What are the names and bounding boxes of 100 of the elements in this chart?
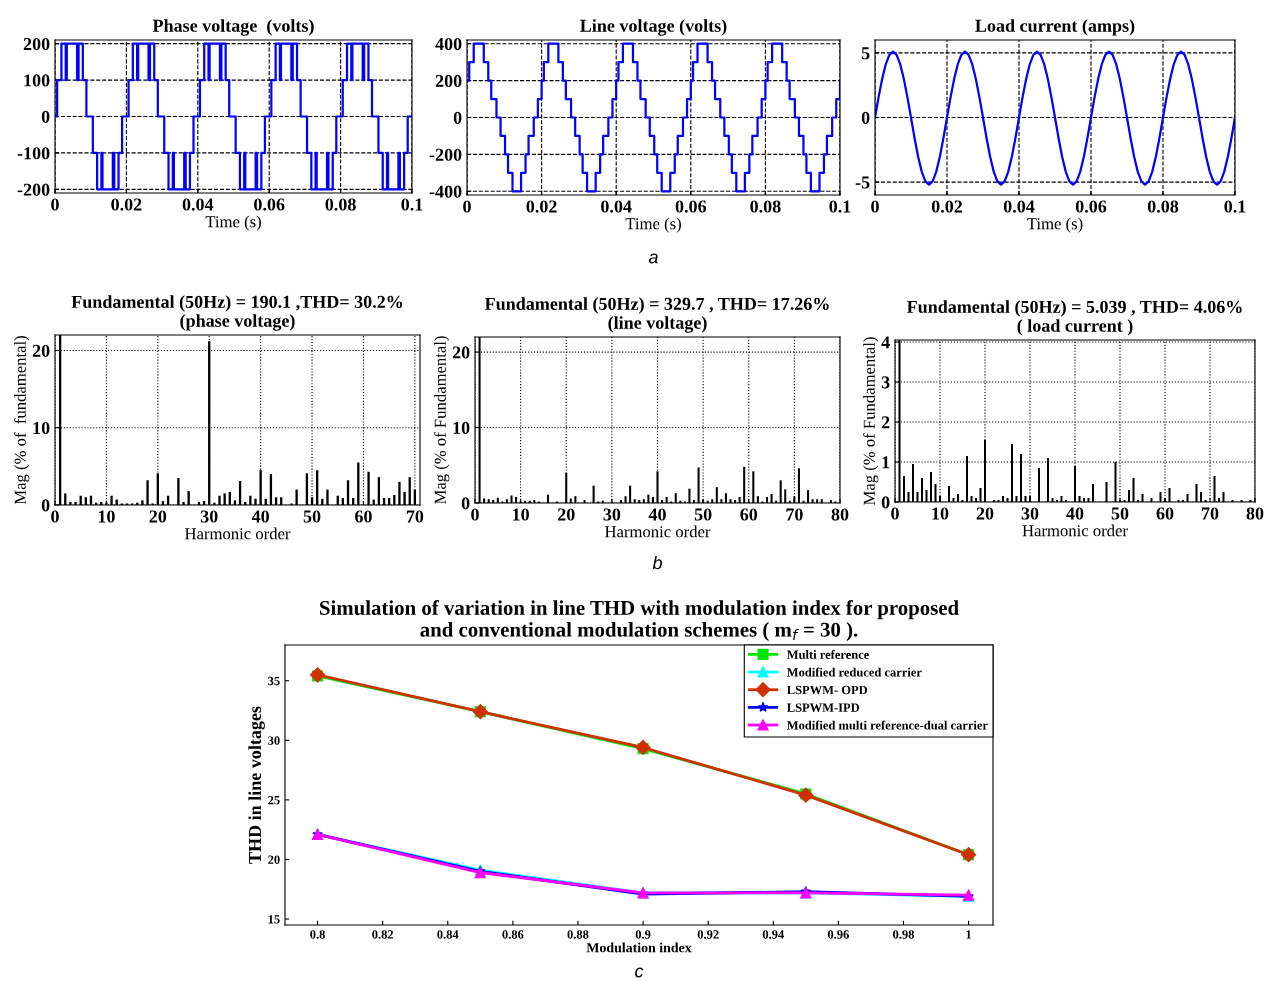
x-tick-label: 70 [786, 508, 803, 521]
y-tick-label: 0 [453, 111, 462, 124]
x-axis-title: Time (s) [625, 217, 681, 233]
x-tick-label: 40 [648, 508, 666, 521]
x-tick-label: 0.08 [325, 198, 356, 211]
x-tick-label: 10 [932, 507, 949, 520]
x-tick-label: 0.8 [310, 930, 325, 939]
x-tick-label: 0 [871, 200, 879, 213]
chart-title: Fundamental (50Hz) = 329.7 , THD= 17.26% (line voltage) [484, 297, 829, 333]
x-tick-label: 0.04 [1003, 200, 1035, 213]
x-tick-label: 0 [51, 198, 59, 211]
x-tick-label: 40 [1066, 507, 1084, 520]
x-tick-label: 50 [1111, 507, 1129, 520]
x-tick-label: 0.86 [502, 930, 524, 939]
x-tick-label: 0.98 [893, 930, 915, 939]
x-tick-label: 0.06 [254, 198, 285, 211]
x-axis-title: Modulation index [586, 942, 692, 953]
x-tick-label: 80 [1246, 507, 1264, 520]
y-axis-title: Mag (% of fundamental) [13, 336, 30, 505]
y-tick-label: 0 [861, 111, 870, 124]
x-tick-label: 0.96 [827, 930, 849, 939]
y-tick-label: 25 [268, 795, 280, 805]
y-tick-label: 20 [32, 344, 50, 357]
y-axis-title: Mag (% of Fundamental) [863, 337, 879, 505]
x-tick-label: 0.02 [526, 200, 557, 213]
x-tick-label: 0.1 [829, 200, 851, 213]
x-axis-title: Harmonic order [604, 525, 711, 538]
x-tick-label: 20 [149, 510, 167, 523]
y-tick-label: 100 [24, 74, 50, 87]
legend-label: LSPWM-IPD [786, 703, 860, 712]
x-tick-label: 1 [966, 930, 972, 939]
y-tick-label: 30 [268, 736, 280, 745]
y-tick-label: 0 [881, 496, 890, 509]
x-tick-label: 0.1 [401, 198, 423, 211]
x-axis-title: Harmonic order [184, 527, 291, 540]
x-tick-label: 0.88 [567, 930, 589, 939]
y-tick-label: 20 [268, 855, 280, 864]
y-tick-label: 35 [268, 676, 280, 686]
y-tick-label: 400 [435, 37, 462, 51]
x-tick-label: 30 [603, 508, 621, 521]
y-tick-label: 2 [881, 416, 890, 429]
y-tick-label: -200 [429, 148, 462, 161]
x-tick-label: 0.1 [1224, 200, 1246, 213]
x-tick-label: 0.02 [931, 200, 963, 213]
y-tick-label: -200 [17, 183, 50, 196]
chart-title: Phase voltage (volts) [152, 19, 314, 36]
x-tick-label: 50 [694, 508, 712, 521]
y-tick-label: 15 [268, 915, 280, 924]
y-axis-title: Mag (% of Fundamental) [433, 336, 450, 504]
x-tick-label: 0.06 [1075, 200, 1107, 213]
x-tick-label: 0.04 [182, 198, 214, 211]
legend-label: Modified multi reference-dual carrier [786, 720, 988, 730]
y-tick-label: -100 [17, 147, 50, 160]
legend-label: Multi reference [786, 649, 869, 659]
y-tick-label: 10 [453, 421, 470, 434]
chart-title: Fundamental (50Hz) = 190.1 ,THD= 30.2% (phase voltage) [71, 295, 403, 331]
x-tick-label: 60 [355, 510, 372, 523]
chart-title: Simulation of variation in line THD with modulation index for proposed and conventional modulation schemes ( m$_{f}$ = 30 ). [320, 600, 959, 641]
x-tick-label: 50 [303, 510, 321, 523]
y-tick-label: 0 [41, 110, 50, 123]
y-tick-label: 200 [435, 74, 462, 88]
x-tick-label: 70 [406, 510, 424, 523]
y-tick-label: 4 [881, 336, 890, 349]
x-tick-label: 0.92 [697, 930, 719, 939]
y-tick-label: -400 [429, 185, 462, 198]
x-tick-label: 0 [51, 510, 59, 523]
x-tick-label: 10 [98, 510, 115, 523]
text: c [635, 967, 644, 978]
x-tick-label: 10 [513, 508, 529, 521]
chart-title: Load current (amps) [975, 19, 1135, 36]
y-tick-label: 0 [41, 499, 50, 512]
y-tick-label: 0 [461, 497, 470, 510]
x-tick-label: 20 [557, 508, 575, 521]
x-tick-label: 0.82 [372, 930, 394, 939]
x-tick-label: 0.08 [750, 200, 781, 213]
x-tick-label: 0.84 [437, 930, 459, 939]
x-tick-label: 70 [1202, 507, 1219, 520]
x-axis-title: Time (s) [205, 215, 261, 231]
chart-title: Line voltage (volts) [580, 19, 727, 36]
x-tick-label: 80 [831, 508, 849, 521]
text: b [652, 556, 662, 570]
y-tick-label: 1 [882, 456, 890, 469]
x-tick-label: 0 [891, 507, 899, 520]
x-tick-label: 40 [251, 510, 269, 523]
x-tick-label: 0.94 [762, 930, 784, 939]
y-tick-label: 200 [23, 37, 50, 51]
chart-title: Fundamental (50Hz) = 5.039 , THD= 4.06% ( load current ) [906, 300, 1242, 336]
x-tick-label: 30 [1021, 507, 1039, 520]
y-axis-title: THD in line voltages [248, 706, 265, 864]
y-tick-label: -5 [855, 176, 870, 189]
legend-label: LSPWM- OPD [786, 685, 868, 695]
y-tick-label: 20 [452, 346, 470, 359]
x-tick-label: 0.08 [1147, 200, 1179, 213]
y-tick-label: 3 [881, 376, 890, 389]
x-tick-label: 30 [200, 510, 218, 523]
x-tick-label: 0.02 [111, 198, 142, 211]
x-axis-title: Time (s) [1027, 217, 1083, 233]
x-tick-label: 0 [471, 508, 479, 521]
x-tick-label: 20 [976, 507, 994, 520]
x-axis-title: Harmonic order [1022, 524, 1128, 537]
